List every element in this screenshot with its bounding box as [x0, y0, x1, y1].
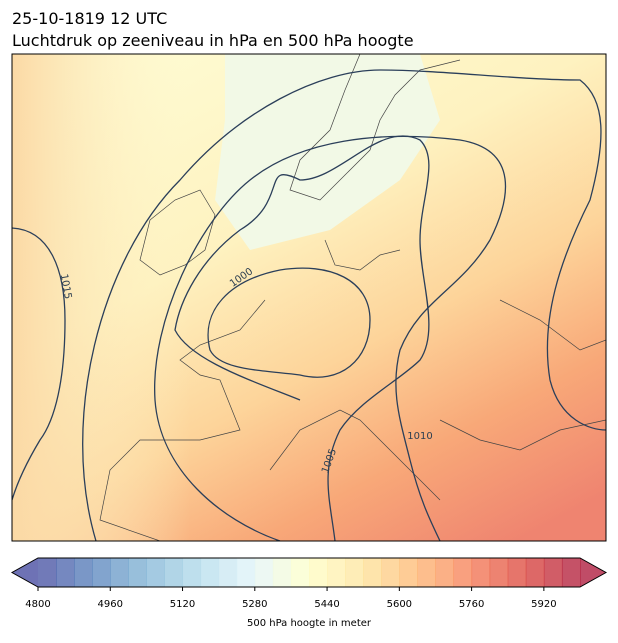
contour-label: 1010: [407, 431, 432, 442]
isobar: [82, 69, 606, 541]
colorbar-bin: [489, 558, 509, 587]
colorbar-bin: [399, 558, 418, 587]
coastline: [99, 54, 606, 541]
colorbar-bin: [435, 558, 455, 587]
colorbar-tick-label: 5440: [314, 599, 339, 610]
colorbar-bin: [290, 558, 310, 587]
colorbar-bin: [200, 558, 220, 587]
colorbar-extend: [580, 558, 606, 587]
map-frame: [11, 53, 607, 542]
colorbar-bin: [453, 558, 473, 587]
colorbar-bin: [363, 558, 382, 587]
colorbar-bin: [164, 558, 184, 587]
isobar: [174, 135, 430, 541]
colorbar-tick-label: 4960: [98, 599, 123, 610]
colorbar-bin: [327, 558, 346, 587]
map: 1015 1000 1010 1005: [12, 54, 606, 541]
colorbar-extend: [12, 558, 38, 587]
title-line: Luchtdruk op zeeniveau in hPa en 500 hPa…: [12, 31, 414, 50]
colorbar-bin: [309, 558, 328, 587]
colorbar-label: 500 hPa hoogte in meter: [247, 618, 372, 629]
title-line: 25-10-1819 12 UTC: [12, 9, 167, 28]
colorbar-bin: [272, 558, 292, 587]
colorbar-tick-label: 4800: [25, 599, 50, 610]
colorbar-bin: [561, 558, 581, 587]
colorbar-bin: [74, 558, 93, 587]
isobar: [154, 135, 507, 541]
colorbar: 4800 4960 5120 5280 5440 5600 5760 5920: [10, 557, 608, 610]
colorbar-tick-label: 5920: [531, 599, 556, 610]
colorbar-bin: [218, 558, 238, 587]
isobar: [207, 267, 371, 378]
colorbar-bin: [182, 558, 202, 587]
colorbar-bin: [507, 558, 527, 587]
colorbar-bin: [56, 558, 75, 587]
colorbar-tick-label: 5120: [170, 599, 195, 610]
colorbar-bin: [146, 558, 165, 587]
colorbar-bin: [381, 558, 400, 587]
colorbar-bin: [525, 558, 545, 587]
colorbar-bin: [110, 558, 129, 587]
colorbar-bin: [254, 558, 274, 587]
colorbar-bin: [128, 558, 147, 587]
isobar: [12, 227, 66, 501]
colorbar-bin: [38, 558, 57, 587]
colorbar-tick-label: 5760: [459, 599, 484, 610]
colorbar-bin: [471, 558, 491, 587]
colorbar-tick-label: 5280: [242, 599, 267, 610]
colorbar-bin: [92, 558, 111, 587]
colorbar-bin: [345, 558, 364, 587]
colorbar-bin: [417, 558, 436, 587]
colorbar-tick-label: 5600: [387, 599, 412, 610]
colorbar-frame: [10, 557, 608, 588]
colorbar-bin: [543, 558, 563, 587]
contour-label: 1015: [58, 273, 73, 300]
colorbar-bin: [236, 558, 256, 587]
